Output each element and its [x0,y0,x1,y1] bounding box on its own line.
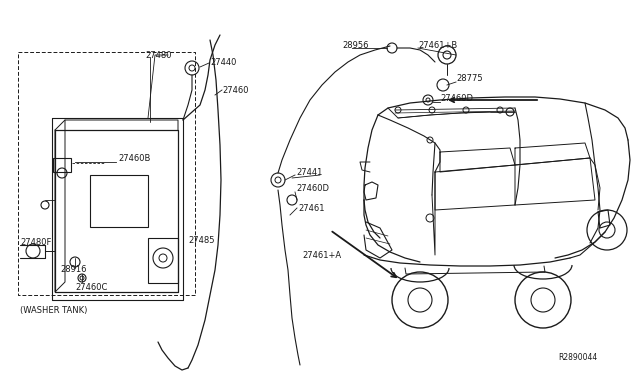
Bar [53,158,71,172]
Text: 27460D: 27460D [440,93,473,103]
Text: 27485: 27485 [188,235,214,244]
Text: 27440: 27440 [210,58,236,67]
Text: 27441: 27441 [296,167,323,176]
Text: 27460B: 27460B [118,154,150,163]
Text: 27460C: 27460C [75,283,108,292]
Text: 27460: 27460 [222,86,248,94]
Text: (WASHER TANK): (WASHER TANK) [20,305,88,314]
Text: 27480F: 27480F [20,237,51,247]
Text: 27461+A: 27461+A [302,250,341,260]
Text: R2890044: R2890044 [558,353,597,362]
Text: 28916: 28916 [60,266,86,275]
Bar [148,238,178,283]
Text: 27461: 27461 [298,203,324,212]
Text: 28956: 28956 [342,41,369,49]
Text: 27461+B: 27461+B [418,41,457,49]
Text: 27480: 27480 [145,51,172,60]
Text: 27460D: 27460D [296,183,329,192]
Text: 28775: 28775 [456,74,483,83]
Bar [90,175,148,227]
